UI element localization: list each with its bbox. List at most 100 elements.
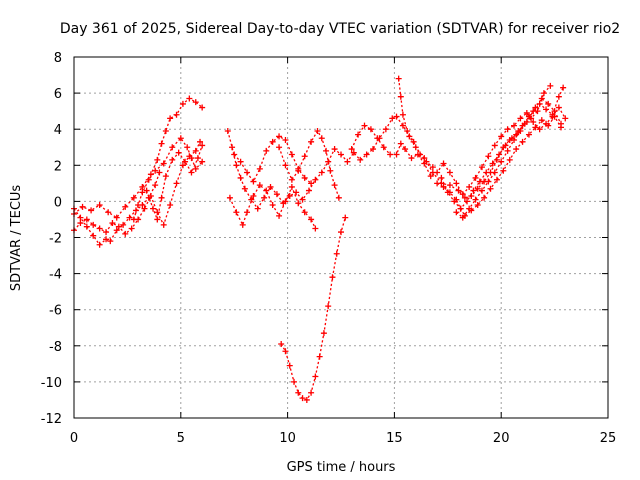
data-point <box>276 133 283 140</box>
y-tick-label: -10 <box>41 376 62 391</box>
x-tick-label: 5 <box>177 431 185 446</box>
data-point <box>478 187 485 194</box>
y-tick-label: 6 <box>54 87 62 102</box>
grid-layer <box>74 57 608 418</box>
series-sat-o <box>438 82 554 212</box>
data-point <box>308 180 315 187</box>
data-point <box>453 180 460 187</box>
data-point <box>276 144 283 151</box>
data-point <box>179 100 186 107</box>
data-point <box>329 274 336 281</box>
data-point <box>508 135 515 142</box>
data-point <box>316 353 323 360</box>
data-point <box>399 122 406 129</box>
data-point <box>77 220 84 227</box>
data-point <box>115 223 122 230</box>
data-point <box>312 373 319 380</box>
data-point <box>139 189 146 196</box>
data-point <box>387 151 394 158</box>
series-sat-i <box>276 128 342 201</box>
data-point <box>120 221 127 228</box>
data-point <box>496 151 503 158</box>
data-point <box>192 99 199 106</box>
data-point <box>474 202 481 209</box>
data-point <box>224 128 231 135</box>
series-trace <box>398 78 434 168</box>
data-point <box>244 209 251 216</box>
data-point <box>538 117 545 124</box>
data-point <box>399 111 406 118</box>
data-point <box>536 126 543 133</box>
data-point <box>532 124 539 131</box>
data-point <box>299 196 306 203</box>
series-sat-l <box>395 75 436 171</box>
series-sat-c <box>71 138 204 237</box>
data-point <box>380 144 387 151</box>
data-point <box>288 183 295 190</box>
data-point <box>406 133 413 140</box>
data-point <box>355 131 362 138</box>
data-point <box>327 167 334 174</box>
data-point <box>301 153 308 160</box>
data-point <box>237 158 244 165</box>
data-point <box>188 155 195 162</box>
data-point <box>523 109 530 116</box>
x-tick-label: 10 <box>279 431 296 446</box>
data-point <box>173 111 180 118</box>
data-point <box>269 138 276 145</box>
series-sat-k <box>348 104 569 198</box>
data-point <box>500 167 507 174</box>
y-tick-label: -4 <box>49 268 62 283</box>
data-point <box>250 192 257 199</box>
data-point <box>530 118 537 125</box>
data-point <box>199 158 206 165</box>
data-point <box>511 122 518 129</box>
data-point <box>506 156 513 163</box>
data-point <box>295 389 302 396</box>
data-point <box>363 151 370 158</box>
data-point <box>314 128 321 135</box>
series-trace <box>440 85 551 210</box>
data-point <box>517 115 524 122</box>
data-point <box>199 142 206 149</box>
data-point <box>532 104 539 111</box>
data-point <box>397 93 404 100</box>
data-point <box>489 160 496 167</box>
data-point <box>323 147 330 154</box>
data-point <box>440 160 447 167</box>
data-point <box>361 122 368 129</box>
data-point <box>519 138 526 145</box>
data-point <box>421 155 428 162</box>
data-point <box>312 225 319 232</box>
data-point <box>547 82 554 89</box>
data-point <box>350 149 357 156</box>
data-point <box>325 303 332 310</box>
series-trace <box>145 145 203 221</box>
data-point <box>186 95 193 102</box>
data-point <box>192 165 199 172</box>
data-point <box>282 162 289 169</box>
data-point <box>461 194 468 201</box>
data-point <box>143 187 150 194</box>
data-point <box>286 192 293 199</box>
data-point <box>229 144 236 151</box>
data-point <box>88 207 95 214</box>
data-point <box>288 151 295 158</box>
series-trace <box>133 137 203 220</box>
data-point <box>276 212 283 219</box>
data-point <box>478 164 485 171</box>
data-point <box>453 209 460 216</box>
data-point <box>231 151 238 158</box>
data-point <box>389 115 396 122</box>
data-point <box>233 162 240 169</box>
data-point <box>269 202 276 209</box>
data-point <box>139 183 146 190</box>
data-point <box>77 214 84 221</box>
data-point <box>429 164 436 171</box>
data-point <box>457 205 464 212</box>
data-point <box>357 156 364 163</box>
series-sat-h <box>226 182 319 232</box>
data-point <box>549 111 556 118</box>
data-point <box>320 330 327 337</box>
data-point <box>308 389 315 396</box>
